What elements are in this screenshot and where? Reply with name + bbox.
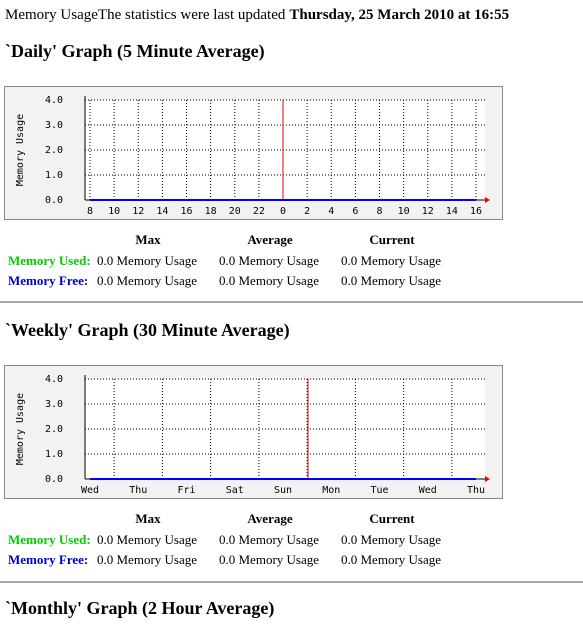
x-tick-label: 18 <box>205 206 217 217</box>
x-tick-label: Thu <box>467 485 485 496</box>
column-header: Max <box>135 511 161 526</box>
header-prefix: Memory Usage <box>5 7 98 23</box>
x-tick-label: 8 <box>376 206 382 217</box>
section-title: `Daily' Graph (5 Minute Average) <box>5 41 265 62</box>
table-cell: 0.0 Memory Usage <box>341 253 441 268</box>
x-tick-label: 16 <box>470 206 482 217</box>
row-label: Memory Used: <box>8 253 91 268</box>
x-tick-label: Tue <box>370 485 388 496</box>
section-title: `Monthly' Graph (2 Hour Average) <box>5 598 274 619</box>
axis-arrow <box>485 197 490 203</box>
table-cell: 0.0 Memory Usage <box>219 253 319 268</box>
x-tick-label: 12 <box>132 206 144 217</box>
section-title: `Weekly' Graph (30 Minute Average) <box>5 320 290 341</box>
y-tick-label: 0.0 <box>45 195 63 206</box>
y-axis-label: Memory Usage <box>15 114 26 186</box>
table-cell: 0.0 Memory Usage <box>97 532 197 547</box>
x-tick-label: 0 <box>280 206 286 217</box>
x-tick-label: 22 <box>253 206 265 217</box>
x-tick-label: Thu <box>129 485 147 496</box>
y-tick-label: 1.0 <box>45 170 63 181</box>
table-cell: 0.0 Memory Usage <box>341 532 441 547</box>
y-tick-label: 2.0 <box>45 145 63 156</box>
x-tick-label: 8 <box>87 206 93 217</box>
x-tick-label: 4 <box>328 206 334 217</box>
table-cell: 0.0 Memory Usage <box>97 552 197 567</box>
y-tick-label: 1.0 <box>45 449 63 460</box>
x-tick-label: Mon <box>322 485 340 496</box>
x-tick-label: 2 <box>304 206 310 217</box>
table-cell: 0.0 Memory Usage <box>219 552 319 567</box>
y-tick-label: 0.0 <box>45 474 63 485</box>
table-cell: 0.0 Memory Usage <box>341 273 441 288</box>
y-tick-label: 3.0 <box>45 120 63 131</box>
y-tick-label: 2.0 <box>45 424 63 435</box>
header: Memory UsageThe statistics were last upd… <box>5 7 509 23</box>
x-tick-label: Fri <box>177 485 195 496</box>
x-tick-label: 20 <box>229 206 241 217</box>
row-label: Memory Used: <box>8 532 91 547</box>
column-header: Average <box>247 511 292 526</box>
y-tick-label: 4.0 <box>45 95 63 106</box>
row-label: Memory Free: <box>8 552 88 567</box>
x-tick-label: 10 <box>398 206 410 217</box>
x-tick-label: Sat <box>226 485 244 496</box>
x-tick-label: Wed <box>419 485 437 496</box>
table-cell: 0.0 Memory Usage <box>97 273 197 288</box>
column-header: Max <box>135 232 161 247</box>
y-tick-label: 4.0 <box>45 374 63 385</box>
header-text: The statistics were last updated <box>98 7 286 23</box>
table-cell: 0.0 Memory Usage <box>219 273 319 288</box>
y-axis-label: Memory Usage <box>15 393 26 465</box>
x-tick-label: Wed <box>81 485 99 496</box>
column-header: Current <box>369 511 415 526</box>
column-header: Average <box>247 232 292 247</box>
row-label: Memory Free: <box>8 273 88 288</box>
x-tick-label: 14 <box>446 206 458 217</box>
x-tick-label: 6 <box>352 206 358 217</box>
axis-arrow <box>485 476 490 482</box>
y-tick-label: 3.0 <box>45 399 63 410</box>
header-date: Thursday, 25 March 2010 at 16:55 <box>289 7 509 23</box>
x-tick-label: 14 <box>156 206 168 217</box>
table-cell: 0.0 Memory Usage <box>97 253 197 268</box>
table-cell: 0.0 Memory Usage <box>219 532 319 547</box>
x-tick-label: 10 <box>108 206 120 217</box>
table-cell: 0.0 Memory Usage <box>341 552 441 567</box>
column-header: Current <box>369 232 415 247</box>
x-tick-label: 12 <box>422 206 434 217</box>
x-tick-label: Sun <box>274 485 292 496</box>
x-tick-label: 16 <box>180 206 192 217</box>
